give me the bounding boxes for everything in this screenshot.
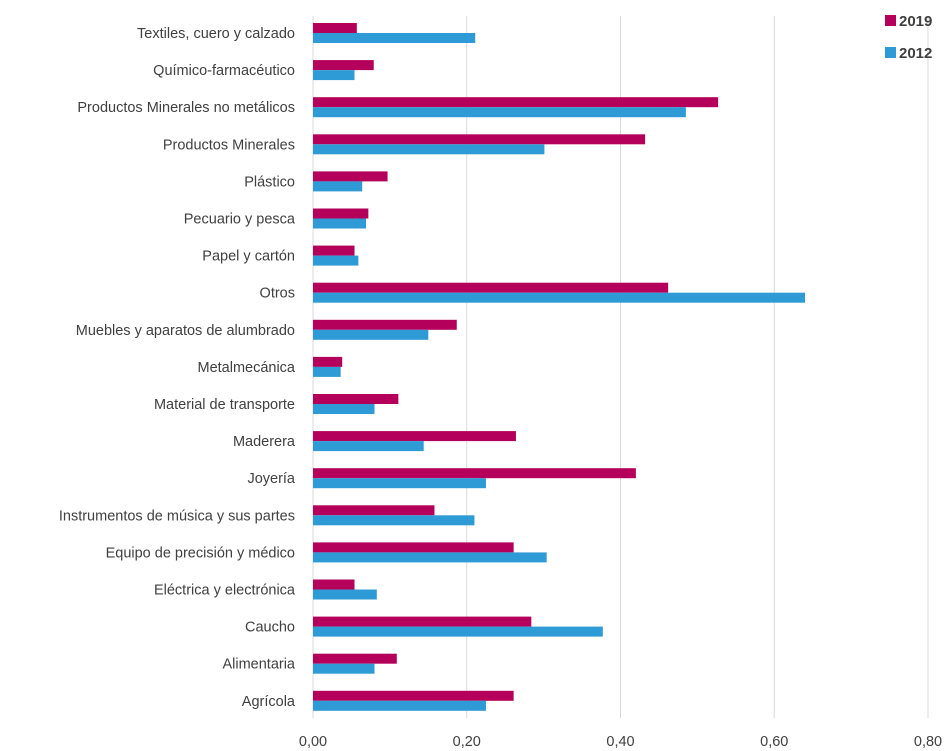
bar-2012-12 [313, 478, 486, 489]
bar-2019-0 [313, 23, 357, 33]
category-label-14: Equipo de precisión y médico [106, 545, 295, 561]
x-tick-labels: 0,00 0,20 0,40 0,60 0,80 [299, 734, 942, 750]
category-label-2: Productos Minerales no metálicos [77, 100, 295, 116]
bar-2019-10 [313, 394, 399, 404]
category-label-4: Plástico [244, 174, 295, 190]
category-label-17: Alimentaria [222, 657, 295, 673]
bar-2012-9 [313, 366, 341, 377]
category-label-13: Instrumentos de música y sus partes [59, 508, 295, 524]
bar-2019-14 [313, 542, 514, 553]
bars [313, 23, 805, 711]
category-label-8: Muebles y aparatos de alumbrado [76, 323, 295, 339]
category-label-15: Eléctrica y electrónica [154, 583, 296, 599]
bar-2012-11 [313, 441, 424, 452]
bar-2019-2 [313, 97, 719, 108]
bar-2019-18 [313, 690, 514, 701]
bar-2019-11 [313, 431, 516, 442]
bar-2019-1 [313, 60, 374, 71]
bar-2012-16 [313, 626, 603, 637]
bar-2019-8 [313, 319, 457, 330]
bar-2012-2 [313, 107, 686, 118]
bar-2012-4 [313, 181, 363, 192]
bar-2012-7 [313, 292, 805, 303]
bar-2012-8 [313, 329, 429, 340]
bar-2012-17 [313, 663, 375, 674]
bar-2012-0 [313, 33, 476, 43]
gridlines [312, 16, 929, 718]
bar-2019-13 [313, 505, 435, 516]
x-tick-label-0: 0,00 [299, 734, 327, 750]
legend-label-2019: 2019 [899, 13, 932, 30]
bar-2012-14 [313, 552, 547, 563]
x-tick-label-2: 0,40 [606, 734, 634, 750]
bar-2019-4 [313, 171, 388, 182]
category-label-7: Otros [260, 286, 295, 302]
bar-2012-15 [313, 589, 377, 600]
bar-2012-18 [313, 700, 486, 711]
bar-2012-13 [313, 515, 475, 526]
bar-2019-16 [313, 616, 532, 627]
x-tick-label-4: 0,80 [914, 734, 942, 750]
bar-2019-3 [313, 134, 646, 145]
category-label-1: Químico-farmacéutico [153, 63, 295, 79]
category-label-0: Textiles, cuero y calzado [137, 26, 295, 42]
x-tick-label-1: 0,20 [453, 734, 481, 750]
legend-swatch-2012 [885, 47, 896, 58]
category-label-16: Caucho [245, 620, 295, 636]
bar-2019-5 [313, 208, 369, 219]
bar-2019-17 [313, 653, 397, 664]
legend-swatch-2019 [885, 15, 896, 26]
bar-2019-12 [313, 468, 636, 479]
category-label-10: Material de transporte [154, 397, 295, 413]
legend-label-2012: 2012 [899, 45, 932, 62]
category-label-6: Papel y cartón [202, 249, 295, 265]
category-labels: Textiles, cuero y calzado Químico-farmacé… [59, 26, 296, 710]
bar-2019-6 [313, 245, 355, 256]
bar-2012-6 [313, 255, 359, 266]
bar-2019-9 [313, 356, 343, 367]
category-label-12: Joyería [247, 471, 295, 487]
bar-2012-3 [313, 144, 545, 155]
bar-2019-15 [313, 579, 355, 590]
category-label-18: Agrícola [242, 694, 296, 710]
category-label-9: Metalmecánica [197, 360, 295, 376]
legend: 2019 2012 [885, 13, 932, 62]
category-label-11: Maderera [233, 434, 296, 450]
bar-2012-5 [313, 218, 367, 229]
bar-2012-10 [313, 404, 375, 414]
bar-2019-7 [313, 282, 669, 293]
category-label-3: Productos Minerales [163, 137, 295, 153]
category-label-5: Pecuario y pesca [184, 212, 296, 228]
x-tick-label-3: 0,60 [760, 734, 788, 750]
bar-2012-1 [313, 70, 355, 81]
